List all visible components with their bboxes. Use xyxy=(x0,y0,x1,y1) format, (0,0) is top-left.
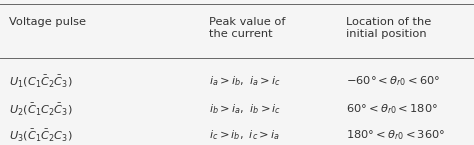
Text: $i_a{>}i_b,\ i_a{>}i_c$: $i_a{>}i_b,\ i_a{>}i_c$ xyxy=(209,74,281,88)
Text: $U_3(\bar{C}_1\bar{C}_2C_3)$: $U_3(\bar{C}_1\bar{C}_2C_3)$ xyxy=(9,127,73,143)
Text: Location of the
initial position: Location of the initial position xyxy=(346,17,431,39)
Text: $U_1(C_1\bar{C}_2\bar{C}_3)$: $U_1(C_1\bar{C}_2\bar{C}_3)$ xyxy=(9,73,73,89)
Text: $-60°{<}\theta_{r0}{<}60°$: $-60°{<}\theta_{r0}{<}60°$ xyxy=(346,74,440,88)
Text: $60°{<}\theta_{r0}{<}180°$: $60°{<}\theta_{r0}{<}180°$ xyxy=(346,102,438,116)
Text: $i_b{>}i_a,\ i_b{>}i_c$: $i_b{>}i_a,\ i_b{>}i_c$ xyxy=(209,102,281,116)
Text: Peak value of
the current: Peak value of the current xyxy=(209,17,285,39)
Text: $U_2(\bar{C}_1C_2\bar{C}_3)$: $U_2(\bar{C}_1C_2\bar{C}_3)$ xyxy=(9,101,73,117)
Text: Voltage pulse: Voltage pulse xyxy=(9,17,86,27)
Text: $180°{<}\theta_{r0}{<}360°$: $180°{<}\theta_{r0}{<}360°$ xyxy=(346,128,445,142)
Text: $i_c{>}i_b,\ i_c{>}i_a$: $i_c{>}i_b,\ i_c{>}i_a$ xyxy=(209,128,280,142)
